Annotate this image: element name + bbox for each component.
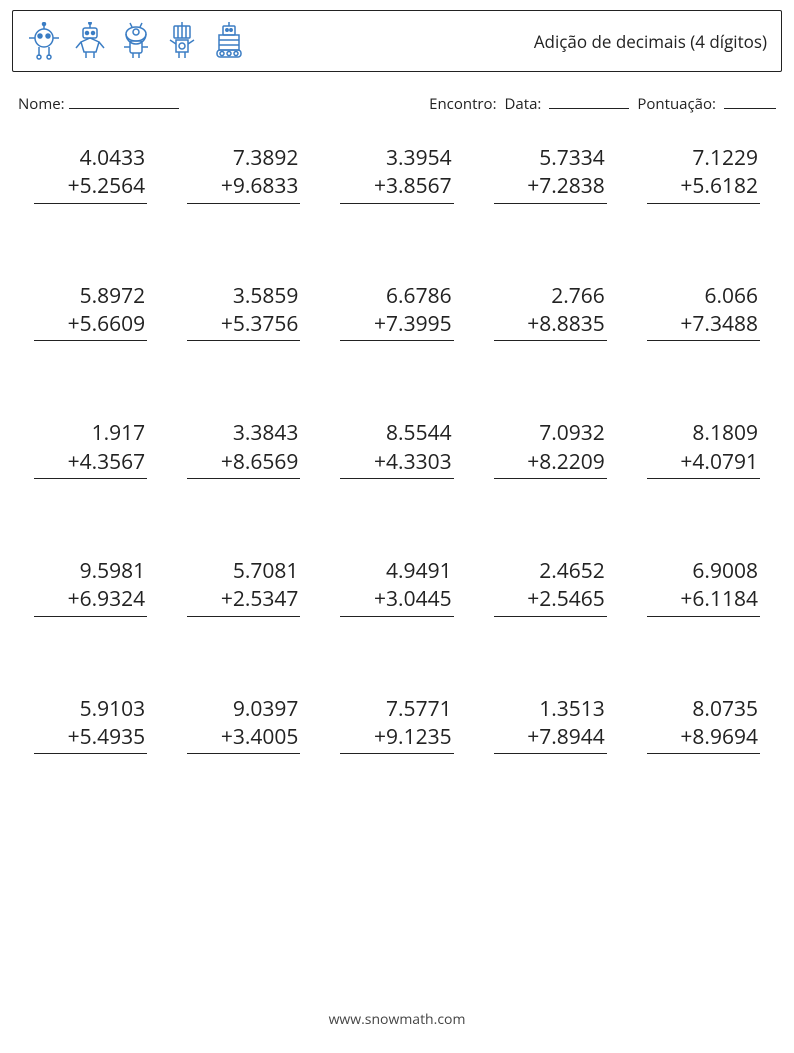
addition-problem: 6.6786+7.3995 bbox=[340, 282, 453, 342]
addend-bottom: +3.0445 bbox=[340, 585, 453, 616]
date-label: Data: bbox=[505, 94, 542, 114]
addend-bottom: +4.3567 bbox=[34, 448, 147, 479]
addend-top: 3.3843 bbox=[187, 419, 300, 447]
addend-bottom: +7.3488 bbox=[647, 310, 760, 341]
addend-top: 6.6786 bbox=[340, 282, 453, 310]
addition-problem: 6.066+7.3488 bbox=[647, 282, 760, 342]
addend-top: 1.917 bbox=[34, 419, 147, 447]
addend-bottom: +5.4935 bbox=[34, 723, 147, 754]
name-label: Nome: bbox=[18, 94, 65, 114]
addend-top: 7.3892 bbox=[187, 144, 300, 172]
addition-problem: 7.1229+5.6182 bbox=[647, 144, 760, 204]
addend-top: 8.1809 bbox=[647, 419, 760, 447]
addend-top: 7.0932 bbox=[494, 419, 607, 447]
addend-top: 5.9103 bbox=[34, 695, 147, 723]
addition-problem: 5.8972+5.6609 bbox=[34, 282, 147, 342]
robot-icon bbox=[211, 22, 247, 60]
addition-problem: 3.5859+5.3756 bbox=[187, 282, 300, 342]
addition-problem: 7.0932+8.2209 bbox=[494, 419, 607, 479]
score-label: Pontuação: bbox=[637, 94, 716, 114]
addend-top: 5.8972 bbox=[34, 282, 147, 310]
footer-url: www.snowmath.com bbox=[0, 1010, 794, 1029]
addition-problem: 3.3843+8.6569 bbox=[187, 419, 300, 479]
addend-top: 4.0433 bbox=[34, 144, 147, 172]
addition-problem: 7.5771+9.1235 bbox=[340, 695, 453, 755]
robot-icons bbox=[27, 22, 247, 60]
addend-bottom: +4.3303 bbox=[340, 448, 453, 479]
worksheet-title: Adição de decimais (4 dígitos) bbox=[534, 30, 767, 53]
addend-bottom: +7.8944 bbox=[494, 723, 607, 754]
addend-bottom: +8.2209 bbox=[494, 448, 607, 479]
addend-top: 8.5544 bbox=[340, 419, 453, 447]
addend-bottom: +8.8835 bbox=[494, 310, 607, 341]
addend-top: 3.5859 bbox=[187, 282, 300, 310]
addend-top: 2.4652 bbox=[494, 557, 607, 585]
addition-problem: 5.7334+7.2838 bbox=[494, 144, 607, 204]
robot-icon bbox=[27, 22, 61, 60]
addend-bottom: +5.6609 bbox=[34, 310, 147, 341]
encounter-label: Encontro: bbox=[429, 94, 496, 114]
addend-bottom: +6.9324 bbox=[34, 585, 147, 616]
robot-icon bbox=[119, 22, 153, 60]
addend-top: 5.7081 bbox=[187, 557, 300, 585]
addition-problem: 5.9103+5.4935 bbox=[34, 695, 147, 755]
addend-bottom: +9.1235 bbox=[340, 723, 453, 754]
addend-bottom: +7.2838 bbox=[494, 172, 607, 203]
name-blank[interactable] bbox=[69, 94, 179, 109]
addition-problem: 3.3954+3.8567 bbox=[340, 144, 453, 204]
addend-top: 1.3513 bbox=[494, 695, 607, 723]
addend-top: 4.9491 bbox=[340, 557, 453, 585]
date-blank[interactable] bbox=[549, 94, 629, 109]
addend-top: 5.7334 bbox=[494, 144, 607, 172]
addition-problem: 4.0433+5.2564 bbox=[34, 144, 147, 204]
addend-top: 2.766 bbox=[494, 282, 607, 310]
addition-problem: 8.1809+4.0791 bbox=[647, 419, 760, 479]
addend-bottom: +3.8567 bbox=[340, 172, 453, 203]
addition-problem: 8.0735+8.9694 bbox=[647, 695, 760, 755]
addition-problem: 8.5544+4.3303 bbox=[340, 419, 453, 479]
addition-problem: 4.9491+3.0445 bbox=[340, 557, 453, 617]
addend-top: 7.5771 bbox=[340, 695, 453, 723]
problems-grid: 4.0433+5.2564 7.3892+9.6833 3.3954+3.8567 5… bbox=[12, 144, 782, 754]
addend-bottom: +5.3756 bbox=[187, 310, 300, 341]
addend-bottom: +2.5347 bbox=[187, 585, 300, 616]
header-box: Adição de decimais (4 dígitos) bbox=[12, 10, 782, 72]
addend-top: 6.9008 bbox=[647, 557, 760, 585]
robot-icon bbox=[73, 22, 107, 60]
addition-problem: 1.3513+7.8944 bbox=[494, 695, 607, 755]
robot-icon bbox=[165, 22, 199, 60]
addend-top: 8.0735 bbox=[647, 695, 760, 723]
addend-top: 3.3954 bbox=[340, 144, 453, 172]
addend-bottom: +7.3995 bbox=[340, 310, 453, 341]
addend-bottom: +8.9694 bbox=[647, 723, 760, 754]
addition-problem: 9.0397+3.4005 bbox=[187, 695, 300, 755]
score-blank[interactable] bbox=[724, 94, 776, 109]
addend-bottom: +6.1184 bbox=[647, 585, 760, 616]
addend-bottom: +5.6182 bbox=[647, 172, 760, 203]
addition-problem: 7.3892+9.6833 bbox=[187, 144, 300, 204]
addend-top: 9.0397 bbox=[187, 695, 300, 723]
addend-top: 7.1229 bbox=[647, 144, 760, 172]
addend-bottom: +2.5465 bbox=[494, 585, 607, 616]
addend-top: 6.066 bbox=[647, 282, 760, 310]
addition-problem: 6.9008+6.1184 bbox=[647, 557, 760, 617]
addend-bottom: +5.2564 bbox=[34, 172, 147, 203]
addition-problem: 9.5981+6.9324 bbox=[34, 557, 147, 617]
addend-bottom: +8.6569 bbox=[187, 448, 300, 479]
addend-bottom: +3.4005 bbox=[187, 723, 300, 754]
addition-problem: 2.766+8.8835 bbox=[494, 282, 607, 342]
addition-problem: 5.7081+2.5347 bbox=[187, 557, 300, 617]
info-row: Nome: Encontro: Data: Pontuação: bbox=[18, 94, 776, 114]
addend-bottom: +4.0791 bbox=[647, 448, 760, 479]
addend-bottom: +9.6833 bbox=[187, 172, 300, 203]
addend-top: 9.5981 bbox=[34, 557, 147, 585]
addition-problem: 2.4652+2.5465 bbox=[494, 557, 607, 617]
addition-problem: 1.917+4.3567 bbox=[34, 419, 147, 479]
